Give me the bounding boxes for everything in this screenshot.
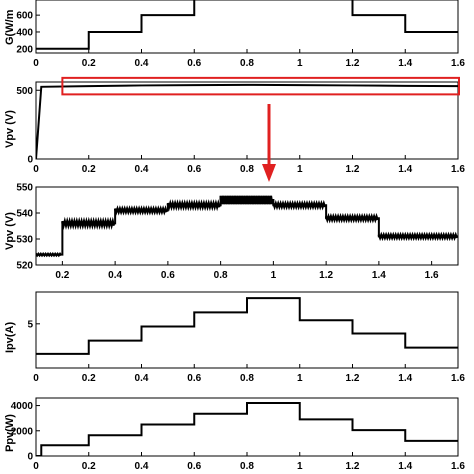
y-tick-label: 540 bbox=[16, 209, 33, 220]
x-tick-label: 1 bbox=[297, 461, 303, 472]
series-ripple bbox=[166, 199, 221, 212]
x-tick-label: 0.6 bbox=[187, 58, 201, 69]
y-axis-label: Ipv(A) bbox=[4, 322, 16, 354]
y-tick-label: 0 bbox=[27, 155, 33, 166]
x-tick-label: 1.4 bbox=[372, 270, 386, 281]
series-ripple bbox=[114, 205, 168, 216]
x-tick-label: 0.6 bbox=[187, 461, 201, 472]
y-tick-label: 4000 bbox=[11, 401, 34, 412]
x-tick-label: 1.6 bbox=[451, 58, 465, 69]
x-tick-label: 0.4 bbox=[135, 461, 149, 472]
x-tick-label: 1 bbox=[297, 164, 303, 175]
x-tick-label: 1.2 bbox=[346, 58, 360, 69]
x-tick-label: 1 bbox=[271, 270, 277, 281]
x-tick-label: 1.2 bbox=[346, 373, 360, 384]
x-tick-label: 0.2 bbox=[55, 270, 69, 281]
x-tick-label: 0.6 bbox=[161, 270, 175, 281]
x-tick-label: 0.8 bbox=[240, 461, 254, 472]
x-tick-label: 0.4 bbox=[108, 270, 122, 281]
panel-vpv-zoom: 0.2 0.4 0.6 0.8 1 1.2 1.4 1.6 520 530 540 550 Vpv (… bbox=[4, 183, 459, 281]
x-tick-label: 0.2 bbox=[82, 58, 96, 69]
y-tick-label: 2000 bbox=[11, 426, 34, 437]
x-tick-label: 0 bbox=[33, 373, 39, 384]
y-axis-label: Ppv(W) bbox=[4, 414, 16, 452]
zoom-arrow-head bbox=[262, 164, 276, 182]
x-tick-label: 1.6 bbox=[451, 461, 465, 472]
y-axis-label: Vpv (V) bbox=[4, 212, 16, 250]
x-tick-label: 1.6 bbox=[425, 270, 439, 281]
y-tick-label: 500 bbox=[16, 86, 33, 97]
x-tick-label: 0.2 bbox=[82, 164, 96, 175]
series-ripple bbox=[272, 199, 327, 211]
x-tick-label: 0.8 bbox=[240, 58, 254, 69]
y-tick-label: 520 bbox=[16, 261, 33, 272]
zoom-highlight-box bbox=[61, 76, 460, 96]
x-tick-label: 1 bbox=[297, 373, 303, 384]
x-tick-label: 0.8 bbox=[214, 270, 228, 281]
x-tick-label: 0.4 bbox=[135, 373, 149, 384]
panel-ipv: 0 0.2 0.4 0.6 0.8 1 1.2 1.4 1.6 5 Ipv(A) bbox=[4, 291, 465, 384]
x-tick-label: 1.4 bbox=[398, 373, 412, 384]
x-tick-label: 1.2 bbox=[319, 270, 333, 281]
x-tick-label: 0 bbox=[33, 58, 39, 69]
y-tick-label: 200 bbox=[16, 44, 33, 55]
series-ripple bbox=[377, 231, 458, 242]
x-tick-label: 1.4 bbox=[398, 164, 412, 175]
y-tick-label: 550 bbox=[16, 183, 33, 194]
x-tick-label: 1.6 bbox=[451, 373, 465, 384]
x-tick-label: 1.4 bbox=[398, 58, 412, 69]
series-ripple bbox=[61, 216, 116, 231]
x-tick-label: 0 bbox=[33, 164, 39, 175]
x-tick-label: 0.4 bbox=[135, 58, 149, 69]
x-tick-label: 1 bbox=[297, 58, 303, 69]
series-ripple bbox=[219, 195, 274, 205]
x-tick-label: 0.2 bbox=[82, 461, 96, 472]
panel-vpv: 0 0.2 0.4 0.6 0.8 1 1.2 1.4 1.6 0 500 Vpv (V) bbox=[4, 81, 465, 175]
zoom-callout bbox=[61, 76, 460, 182]
series-ripple bbox=[36, 251, 63, 258]
panel-ppv: 0 0.2 0.4 0.6 0.8 1 1.2 1.4 1.6 0 2000 4000 Ppv(W) bbox=[4, 397, 465, 472]
y-tick-label: 5 bbox=[27, 319, 33, 330]
series-ripple bbox=[325, 212, 379, 224]
x-tick-label: 1.2 bbox=[346, 461, 360, 472]
x-tick-label: 1.6 bbox=[451, 164, 465, 175]
y-tick-label: 0 bbox=[27, 452, 33, 463]
series-line bbox=[36, 83, 458, 159]
x-tick-label: 0 bbox=[33, 461, 39, 472]
series-line bbox=[36, 402, 458, 456]
series-line bbox=[36, 0, 458, 50]
plot-frame bbox=[35, 186, 459, 266]
x-tick-label: 0.6 bbox=[187, 164, 201, 175]
x-tick-label: 1.2 bbox=[346, 164, 360, 175]
x-tick-label: 1.4 bbox=[398, 461, 412, 472]
x-tick-label: 0.8 bbox=[240, 373, 254, 384]
x-tick-label: 0.8 bbox=[240, 164, 254, 175]
y-tick-label: 530 bbox=[16, 235, 33, 246]
x-tick-label: 0.4 bbox=[135, 164, 149, 175]
series-line bbox=[36, 297, 458, 355]
y-axis-label: Vpv (V) bbox=[4, 110, 16, 148]
panel-irradiance: 0 0.2 0.4 0.6 0.8 1 1.2 1.4 1.6 200 400 600 G(W/m bbox=[4, 0, 465, 69]
y-tick-label: 400 bbox=[16, 27, 33, 38]
plot-frame bbox=[35, 0, 459, 54]
x-tick-label: 0.6 bbox=[187, 373, 201, 384]
y-tick-label: 600 bbox=[16, 11, 33, 22]
y-axis-label: G(W/m bbox=[4, 9, 16, 45]
x-tick-label: 0.2 bbox=[82, 373, 96, 384]
